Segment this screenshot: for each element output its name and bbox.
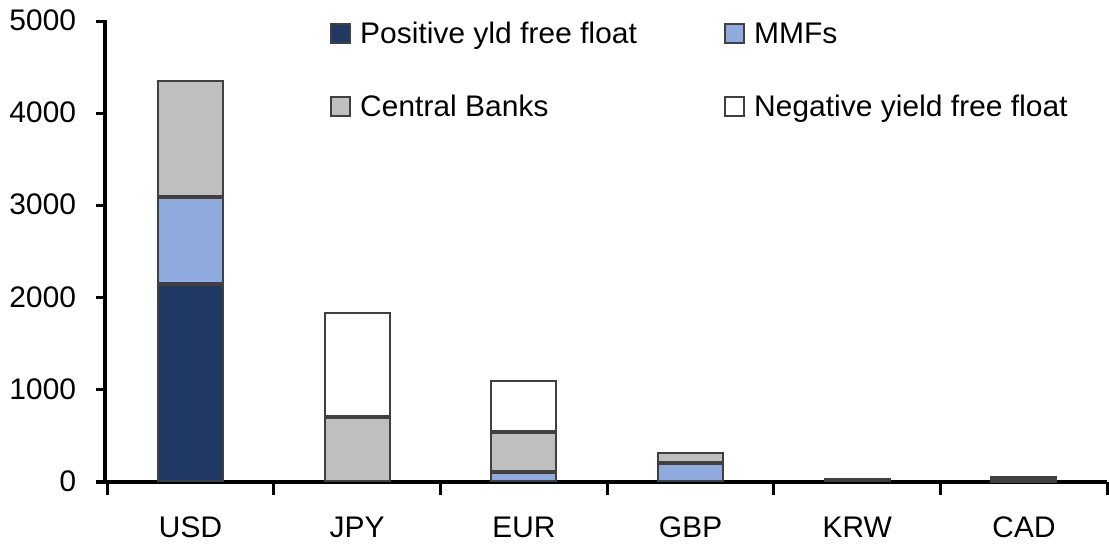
x-axis-label-krw: KRW [822, 511, 892, 544]
legend-swatch-mmfs [724, 23, 745, 44]
legend-item-positive-yld-free-float: Positive yld free float [330, 17, 637, 51]
bar-segment-cad-positive-yld-free-float [990, 479, 1058, 484]
x-axis-label-jpy: JPY [329, 511, 385, 544]
legend-swatch-negative-yield-free-float [724, 96, 745, 117]
x-axis-tick [1105, 482, 1109, 495]
y-axis-tick [96, 296, 107, 300]
legend-label-positive-yld-free-float: Positive yld free float [360, 17, 637, 50]
bar-segment-usd-mmfs [156, 197, 224, 284]
chart-legend: Positive yld free float MMFs Central Banks… [0, 0, 1109, 140]
legend-label-negative-yield-free-float: Negative yield free float [754, 90, 1068, 123]
x-axis-tick [105, 482, 109, 495]
y-tick-label-3000: 3000 [9, 188, 76, 222]
y-axis-tick [96, 388, 107, 392]
bar-segment-eur-mmfs [490, 471, 558, 482]
x-axis-line [96, 480, 1107, 484]
legend-item-central-banks: Central Banks [330, 90, 548, 124]
bar-segment-cad-central-banks [990, 475, 1058, 480]
bar-segment-gbp-mmfs [656, 462, 724, 482]
x-axis-label-cad: CAD [992, 511, 1056, 544]
y-axis-tick [96, 19, 107, 23]
legend-label-central-banks: Central Banks [360, 90, 549, 123]
y-axis-tick [96, 480, 107, 484]
x-axis-label-eur: EUR [492, 511, 556, 544]
legend-item-negative-yield-free-float: Negative yield free float [724, 90, 1068, 124]
bar-segment-jpy-negative-yield-free-float [323, 312, 391, 418]
x-axis-tick [605, 482, 609, 495]
x-axis-tick [939, 482, 942, 495]
y-tick-label-0: 0 [59, 465, 76, 498]
y-axis-line [103, 20, 107, 482]
y-tick-label-1000: 1000 [9, 372, 76, 406]
y-tick-label-4000: 4000 [9, 96, 76, 130]
y-tick-label-5000: 5000 [9, 4, 76, 37]
legend-swatch-positive-yld-free-float [330, 23, 351, 44]
y-tick-label-2000: 2000 [9, 280, 76, 314]
legend-swatch-central-banks [330, 96, 351, 117]
bar-segment-eur-central-banks [490, 432, 558, 472]
y-axis-tick [96, 203, 107, 207]
legend-label-mmfs: MMFs [754, 17, 838, 50]
legend-item-mmfs: MMFs [724, 17, 837, 51]
x-axis-tick [772, 482, 776, 495]
x-axis-label-usd: USD [158, 511, 223, 544]
bar-segment-eur-negative-yield-free-float [490, 379, 558, 433]
bar-segment-usd-central-banks [156, 79, 224, 198]
y-axis-tick [96, 111, 107, 115]
bar-segment-gbp-central-banks [656, 451, 724, 463]
bar-segment-jpy-central-banks [323, 417, 391, 482]
x-axis-tick [272, 482, 276, 495]
x-axis-tick [438, 482, 442, 495]
bar-segment-krw-positive-yld-free-float [823, 477, 891, 482]
x-axis-label-gbp: GBP [658, 511, 723, 544]
bar-segment-usd-positive-yld-free-float [156, 283, 224, 482]
